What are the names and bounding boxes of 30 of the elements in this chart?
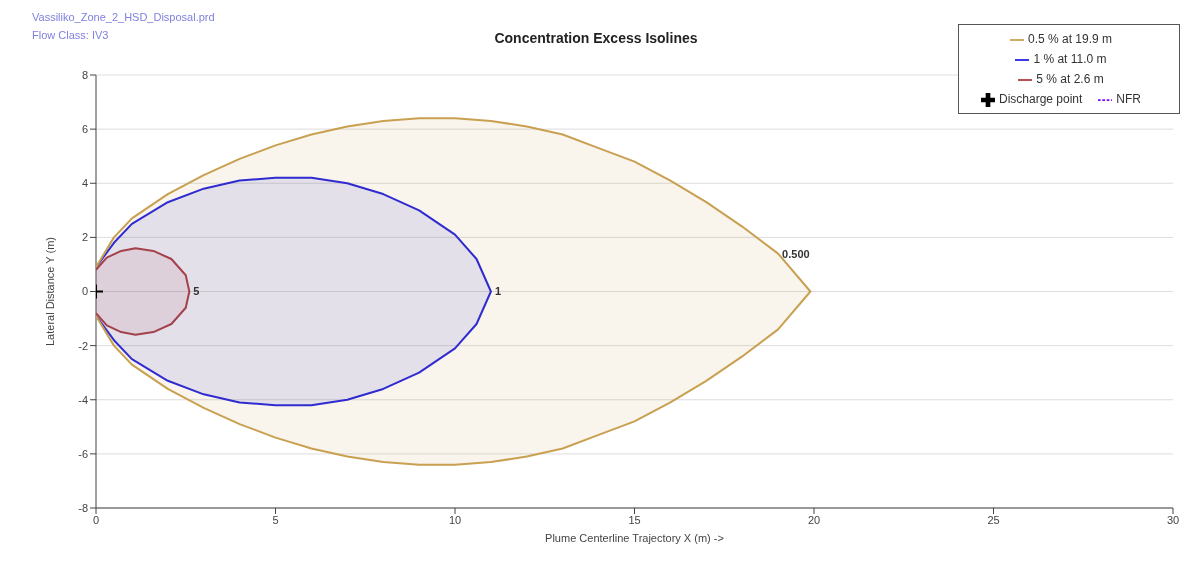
legend-label: 0.5 % at 19.9 m [1027, 32, 1113, 46]
y-axis-title: Lateral Distance Y (m) [43, 236, 56, 347]
annotation: 0.500 [782, 247, 810, 260]
x-tick-label: 25 [987, 513, 1000, 526]
line-series [96, 117, 812, 466]
y-tick-label: 8 [81, 68, 88, 81]
text: Vassiliko_Zone_2_HSD_Disposal.prd [32, 10, 215, 25]
x-axis-title: Plume Centerline Trajectory X (m) -> [545, 532, 724, 544]
y-tick-label: 6 [81, 123, 88, 136]
x-tick-label: 30 [1166, 513, 1180, 526]
x-tick-label: 10 [448, 513, 462, 526]
y-tick-label: 2 [81, 231, 88, 244]
x-tick-label: 15 [628, 513, 641, 526]
annotation: 1 [494, 285, 502, 298]
x-tick-label: 5 [272, 513, 279, 526]
y-tick-label: -4 [78, 393, 88, 406]
legend-label: 5 % at 2.6 m [1036, 72, 1104, 86]
text: Flow Class: IV3 [32, 28, 110, 43]
y-tick-label: 0 [81, 285, 88, 298]
y-tick-label: -8 [78, 501, 88, 514]
legend-label: NFR [1116, 92, 1142, 106]
y-tick-label: 4 [81, 177, 88, 190]
annotation: 5 [193, 285, 200, 298]
y-tick-label: -2 [78, 339, 88, 352]
x-tick-label: 0 [92, 513, 100, 526]
x-tick-label: 20 [807, 513, 821, 526]
y-tick-label: -6 [78, 447, 88, 460]
legend-label: 1 % at 11.0 m [1033, 52, 1107, 66]
legend-label: Discharge point [998, 92, 1083, 106]
chart-title: Concentration Excess Isolines [494, 30, 698, 46]
